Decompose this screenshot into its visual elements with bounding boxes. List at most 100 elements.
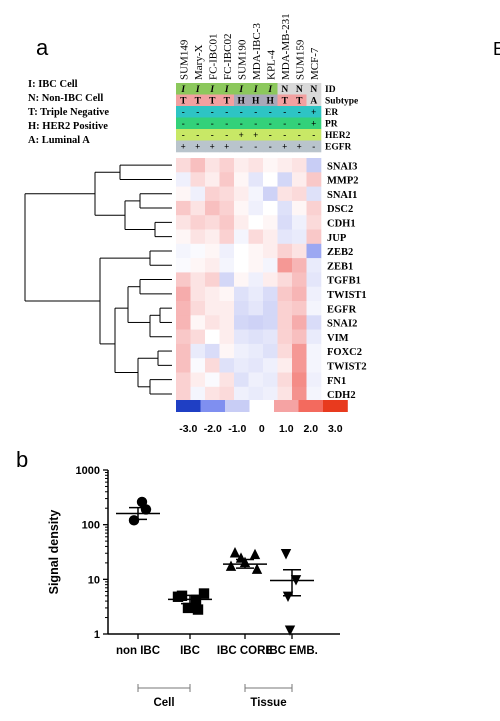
heatmap-cell bbox=[263, 343, 278, 359]
annotation-cell bbox=[190, 117, 206, 130]
annotation-cell bbox=[306, 83, 322, 95]
annotation-cell bbox=[190, 106, 206, 118]
heatmap-cell bbox=[306, 158, 322, 173]
annotation-row-label: ER bbox=[325, 108, 338, 118]
heatmap-cell bbox=[205, 372, 220, 388]
heatmap-cell bbox=[263, 215, 278, 230]
annotation-cell bbox=[248, 129, 264, 141]
heatmap-cell bbox=[306, 215, 322, 230]
annotation-value: - bbox=[182, 107, 185, 117]
heatmap-cell bbox=[234, 358, 249, 373]
annotation-cell bbox=[234, 117, 249, 130]
annotation-cell bbox=[219, 129, 235, 141]
heatmap-cell bbox=[292, 243, 307, 259]
annotation-value: - bbox=[240, 107, 243, 117]
group-bracket-label: Cell bbox=[153, 697, 174, 709]
annotation-cell bbox=[205, 129, 220, 141]
heatmap-cell bbox=[176, 343, 191, 359]
heatmap-cell bbox=[306, 358, 322, 373]
group-bracket-label: Tissue bbox=[250, 697, 286, 709]
heatmap-cell bbox=[263, 301, 278, 316]
annotation-value: - bbox=[225, 107, 228, 117]
data-point bbox=[284, 625, 296, 636]
heatmap-cell bbox=[219, 286, 235, 302]
annotation-value: - bbox=[211, 130, 214, 140]
annotation-cell bbox=[234, 106, 249, 118]
scale-label: 3.0 bbox=[328, 423, 343, 435]
annotation-cell bbox=[248, 94, 264, 107]
annotation-value: T bbox=[180, 97, 187, 107]
gene-label: VIM bbox=[327, 333, 349, 344]
heatmap-cell bbox=[219, 186, 235, 202]
heatmap-cell bbox=[190, 158, 206, 173]
heatmap-cell bbox=[248, 186, 264, 202]
annotation-row-label: PR bbox=[325, 120, 338, 130]
heatmap-cell bbox=[292, 343, 307, 359]
gene-label: CDH1 bbox=[327, 219, 356, 230]
heatmap-cell bbox=[248, 158, 264, 173]
annotation-value: + bbox=[210, 142, 215, 152]
annotation-value: - bbox=[240, 119, 243, 129]
annotation-value: - bbox=[196, 130, 199, 140]
heatmap-cell bbox=[263, 229, 278, 245]
heatmap-cell bbox=[205, 329, 220, 345]
heatmap-cell bbox=[248, 243, 264, 259]
gene-label: SNAI2 bbox=[327, 319, 357, 330]
heatmap-cell bbox=[190, 386, 206, 402]
scale-swatch bbox=[274, 400, 299, 412]
annotation-value: - bbox=[240, 142, 243, 152]
heatmap-cell bbox=[190, 258, 206, 273]
annotation-value: - bbox=[283, 107, 286, 117]
heatmap-cell bbox=[219, 258, 235, 273]
heatmap-cell bbox=[263, 200, 278, 216]
heatmap-cell bbox=[306, 343, 322, 359]
heatmap-cell bbox=[219, 158, 235, 173]
heatmap-cell bbox=[234, 286, 249, 302]
x-tick-label: IBC bbox=[180, 645, 200, 657]
annotation-cell bbox=[190, 129, 206, 141]
gene-label: DSC2 bbox=[327, 204, 353, 215]
heatmap-cell bbox=[190, 186, 206, 202]
annotation-cell bbox=[234, 140, 249, 153]
heatmap-cell bbox=[263, 158, 278, 173]
heatmap-cell bbox=[190, 215, 206, 230]
annotation-rows: I I I I I I I N N N IDT T T T H H H T T A Subtype- - - - - - - - - + E… bbox=[176, 83, 358, 153]
heatmap-cell bbox=[205, 258, 220, 273]
gene-label: MMP2 bbox=[327, 176, 359, 187]
annotation-cell bbox=[219, 106, 235, 118]
heatmap-cell bbox=[306, 386, 322, 402]
annotation-cell bbox=[205, 94, 220, 107]
heatmap-cell bbox=[190, 286, 206, 302]
heatmap-cell bbox=[205, 286, 220, 302]
annotation-cell bbox=[306, 106, 322, 118]
heatmap-cell bbox=[306, 229, 322, 245]
heatmap-cell bbox=[248, 172, 264, 187]
annotation-cell bbox=[263, 129, 278, 141]
legend-item: T: Triple Negative bbox=[28, 107, 109, 118]
annotation-value: I bbox=[238, 85, 243, 95]
gene-label: TWIST2 bbox=[327, 362, 367, 373]
heatmap-cell bbox=[248, 329, 264, 345]
heatmap-cell bbox=[190, 329, 206, 345]
annotation-cell bbox=[234, 94, 249, 107]
annotation-value: - bbox=[283, 130, 286, 140]
annotation-cell bbox=[263, 117, 278, 130]
legend-item: N: Non-IBC Cell bbox=[28, 93, 103, 104]
heatmap-cell bbox=[306, 315, 322, 330]
heatmap-cell bbox=[234, 315, 249, 330]
panel-a-label: a bbox=[36, 35, 49, 60]
cell-line-label: SUM159 bbox=[294, 39, 306, 80]
legend-item: H: HER2 Positive bbox=[28, 121, 108, 132]
annotation-value: I bbox=[180, 85, 185, 95]
annotation-value: - bbox=[182, 130, 185, 140]
heatmap-cell bbox=[234, 200, 249, 216]
heatmap-cell bbox=[205, 172, 220, 187]
heatmap-cell bbox=[190, 229, 206, 245]
heatmap-cell bbox=[277, 215, 293, 230]
heatmap-cell bbox=[248, 200, 264, 216]
cell-line-label: FC-IBC01 bbox=[207, 34, 219, 80]
cell-line-label: FC-IBC02 bbox=[222, 34, 234, 80]
heatmap-cell bbox=[277, 200, 293, 216]
scale-label: -1.0 bbox=[228, 423, 246, 435]
